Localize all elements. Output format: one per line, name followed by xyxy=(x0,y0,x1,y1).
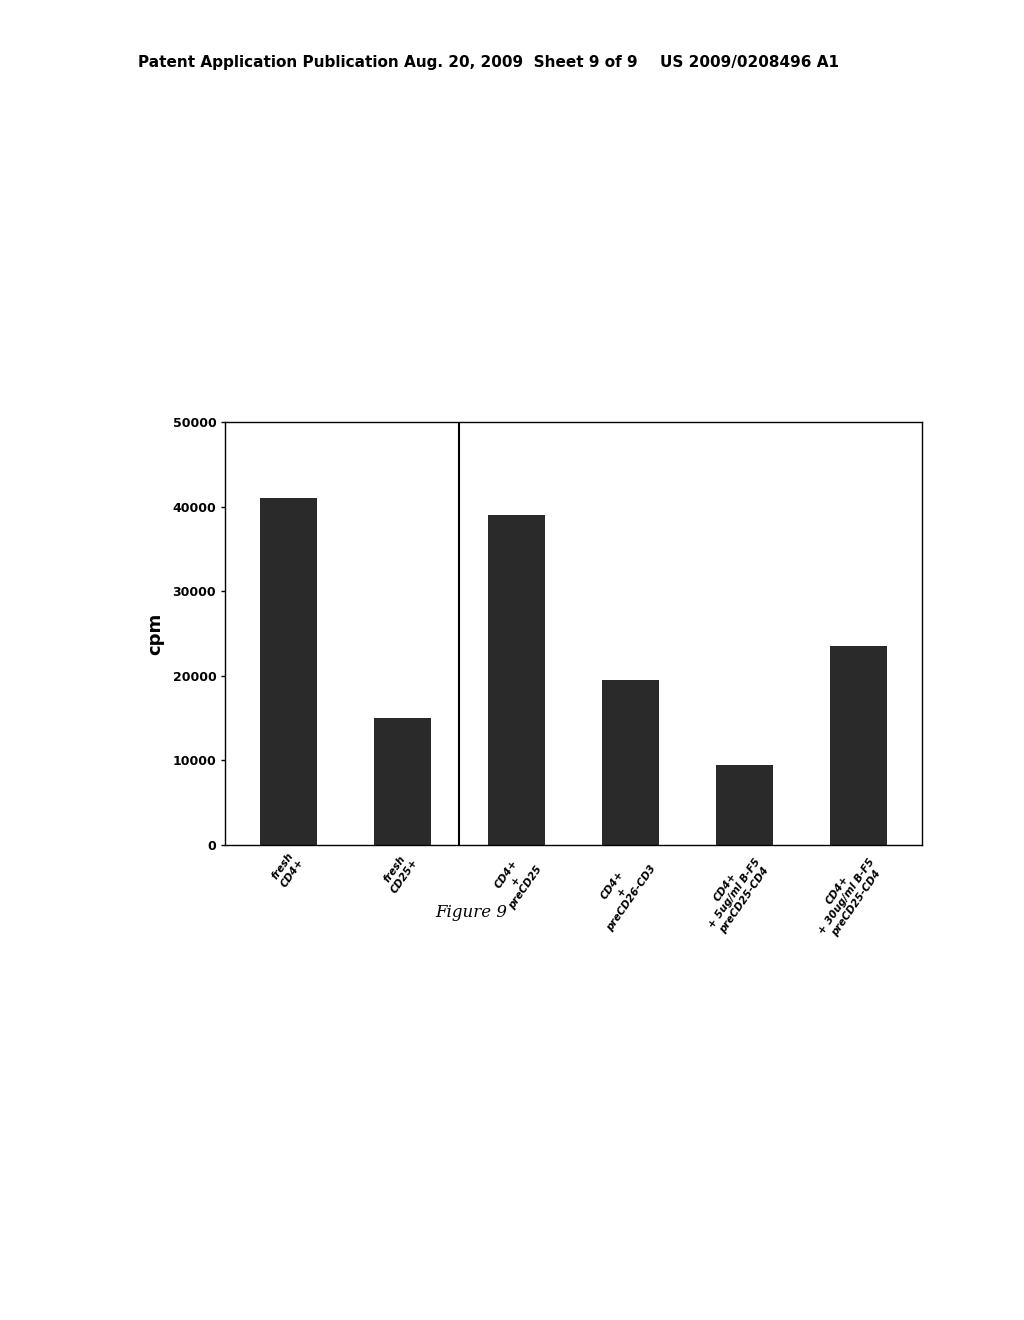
Y-axis label: cpm: cpm xyxy=(146,612,164,655)
Text: Aug. 20, 2009  Sheet 9 of 9: Aug. 20, 2009 Sheet 9 of 9 xyxy=(404,55,638,70)
Text: Patent Application Publication: Patent Application Publication xyxy=(138,55,399,70)
Bar xyxy=(259,499,316,845)
Bar xyxy=(716,764,773,845)
Bar xyxy=(602,680,659,845)
Bar xyxy=(374,718,431,845)
Text: Figure 9: Figure 9 xyxy=(435,904,507,921)
Bar xyxy=(830,647,888,845)
Bar xyxy=(487,515,545,845)
Text: US 2009/0208496 A1: US 2009/0208496 A1 xyxy=(660,55,840,70)
